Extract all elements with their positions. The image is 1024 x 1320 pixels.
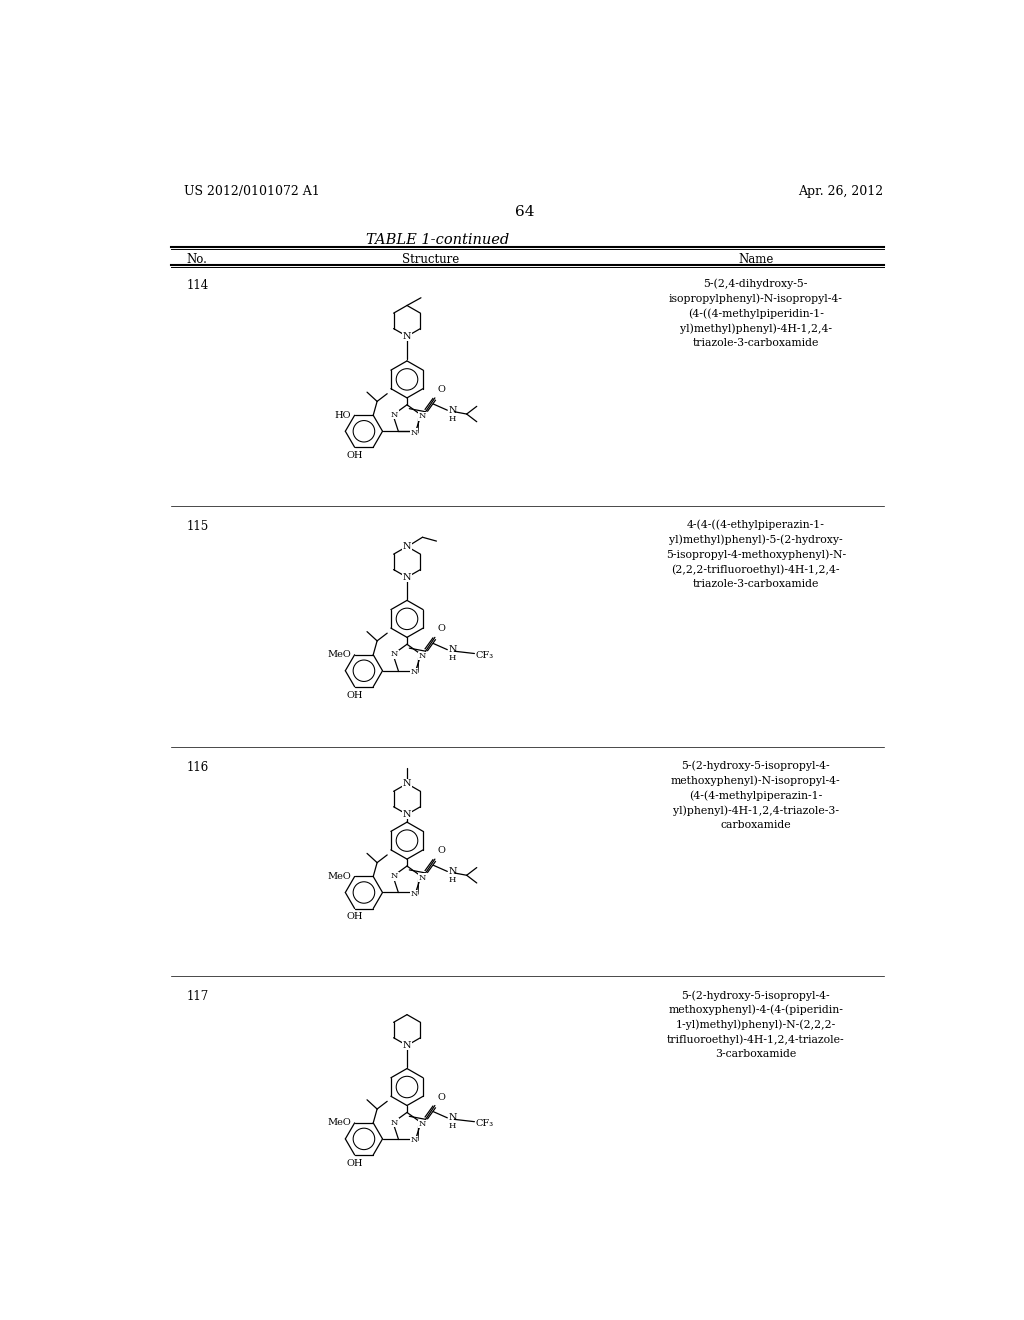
Text: N: N (411, 668, 418, 676)
Text: 5-(2,4-dihydroxy-5-
isopropylphenyl)-N-isopropyl-4-
(4-((4-methylpiperidin-1-
yl: 5-(2,4-dihydroxy-5- isopropylphenyl)-N-i… (669, 279, 843, 347)
Text: O: O (437, 624, 445, 634)
Text: N: N (419, 1121, 426, 1129)
Text: N: N (402, 573, 412, 582)
Text: Apr. 26, 2012: Apr. 26, 2012 (799, 185, 884, 198)
Text: N: N (411, 890, 418, 898)
Text: Name: Name (738, 253, 773, 267)
Text: 116: 116 (186, 760, 208, 774)
Text: N: N (449, 645, 458, 655)
Text: OH: OH (346, 912, 362, 921)
Text: N: N (419, 652, 426, 660)
Text: N: N (391, 651, 398, 659)
Text: N: N (402, 331, 412, 341)
Text: N: N (402, 1041, 412, 1049)
Text: 115: 115 (186, 520, 208, 532)
Text: 117: 117 (186, 990, 208, 1003)
Text: 4-(4-((4-ethylpiperazin-1-
yl)methyl)phenyl)-5-(2-hydroxy-
5-isopropyl-4-methoxy: 4-(4-((4-ethylpiperazin-1- yl)methyl)phe… (666, 520, 846, 589)
Text: N: N (419, 412, 426, 421)
Text: 5-(2-hydroxy-5-isopropyl-4-
methoxyphenyl)-N-isopropyl-4-
(4-(4-methylpiperazin-: 5-(2-hydroxy-5-isopropyl-4- methoxypheny… (671, 760, 841, 830)
Text: N: N (449, 405, 458, 414)
Text: N: N (411, 1137, 418, 1144)
Text: N: N (402, 543, 412, 550)
Text: O: O (437, 385, 445, 395)
Text: N: N (419, 874, 426, 882)
Text: OH: OH (346, 1159, 362, 1168)
Text: N: N (402, 810, 412, 818)
Text: CF₃: CF₃ (476, 1119, 495, 1127)
Text: O: O (437, 846, 445, 855)
Text: HO: HO (334, 411, 351, 420)
Text: OH: OH (346, 690, 362, 700)
Text: N: N (391, 411, 398, 418)
Text: H: H (449, 414, 457, 422)
Text: H: H (449, 876, 457, 884)
Text: N: N (411, 429, 418, 437)
Text: N: N (402, 779, 412, 788)
Text: No.: No. (186, 253, 207, 267)
Text: TABLE 1-continued: TABLE 1-continued (367, 234, 510, 247)
Text: 5-(2-hydroxy-5-isopropyl-4-
methoxyphenyl)-4-(4-(piperidin-
1-yl)methyl)phenyl)-: 5-(2-hydroxy-5-isopropyl-4- methoxypheny… (667, 990, 845, 1059)
Text: MeO: MeO (327, 651, 351, 659)
Text: US 2012/0101072 A1: US 2012/0101072 A1 (183, 185, 319, 198)
Text: H: H (449, 655, 457, 663)
Text: 114: 114 (186, 279, 208, 292)
Text: O: O (437, 1093, 445, 1102)
Text: MeO: MeO (327, 873, 351, 880)
Text: OH: OH (346, 451, 362, 461)
Text: Structure: Structure (401, 253, 459, 267)
Text: N: N (391, 873, 398, 880)
Text: H: H (449, 1122, 457, 1130)
Text: N: N (391, 1118, 398, 1126)
Text: N: N (449, 1113, 458, 1122)
Text: N: N (449, 867, 458, 876)
Text: MeO: MeO (327, 1118, 351, 1127)
Text: CF₃: CF₃ (476, 651, 495, 660)
Text: 64: 64 (515, 205, 535, 219)
